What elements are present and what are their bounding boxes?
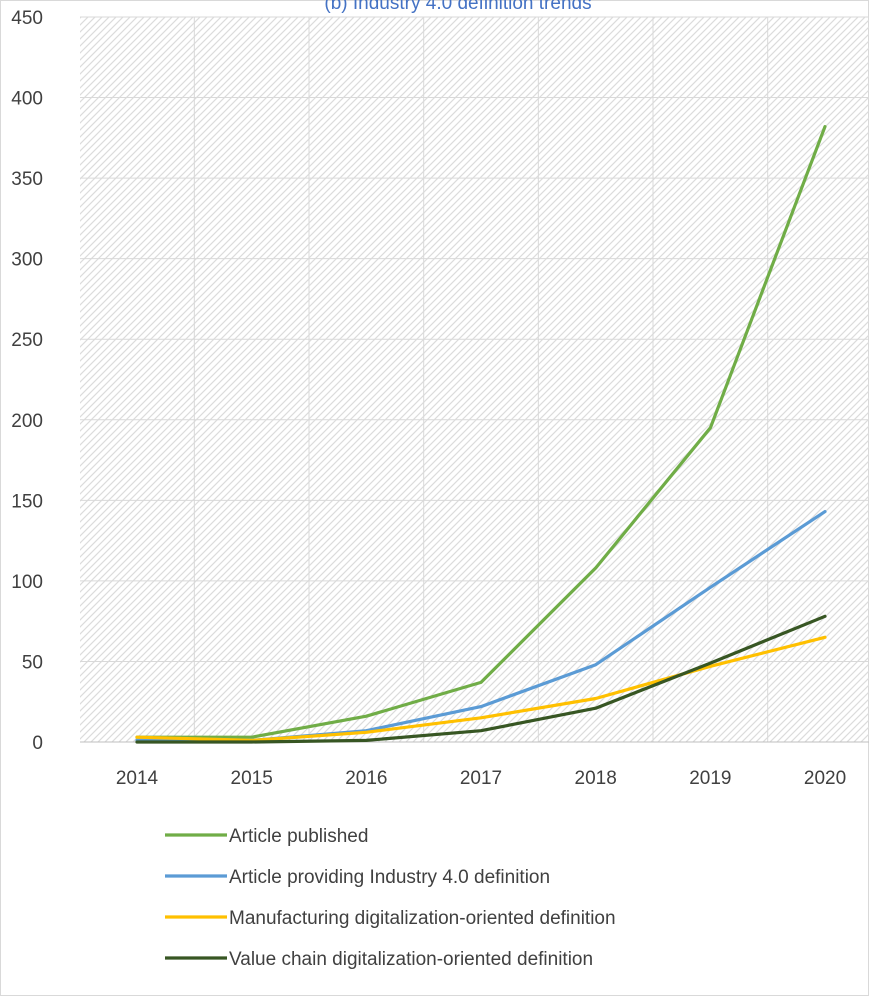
x-tick-label: 2016 [345,768,387,789]
legend-label: Manufacturing digitalization-oriented de… [229,908,616,929]
x-tick-label: 2014 [116,768,159,789]
chart-title: (b) Industry 4.0 definition trends [324,0,591,14]
y-tick-label: 350 [11,169,43,190]
x-axis-ticks: 2014 2015 2016 2017 2018 2019 2020 [116,768,846,789]
y-tick-label: 200 [11,411,43,432]
y-tick-label: 100 [11,572,43,593]
plot-area [80,17,869,742]
legend-label: Article providing Industry 4.0 definitio… [229,867,550,888]
x-tick-label: 2017 [460,768,502,789]
y-tick-label: 150 [11,491,43,512]
legend-label: Article published [229,826,368,847]
y-tick-label: 300 [11,250,43,271]
series-lines [135,124,827,744]
legend-label: Value chain digitalization-oriented defi… [229,949,593,970]
x-tick-label: 2015 [231,768,273,789]
y-axis-ticks: 0 50 100 150 200 250 300 350 400 450 [11,8,43,754]
series-line [135,124,827,739]
y-tick-label: 450 [11,8,43,29]
y-tick-label: 400 [11,89,43,110]
x-tick-label: 2020 [804,768,846,789]
legend: Article published Article providing Indus… [165,826,616,970]
y-tick-label: 0 [32,733,43,754]
gridlines [80,16,869,742]
series-line [135,614,827,744]
x-tick-label: 2018 [575,768,617,789]
y-tick-label: 50 [22,652,43,673]
x-tick-label: 2019 [689,768,731,789]
y-tick-label: 250 [11,330,43,351]
